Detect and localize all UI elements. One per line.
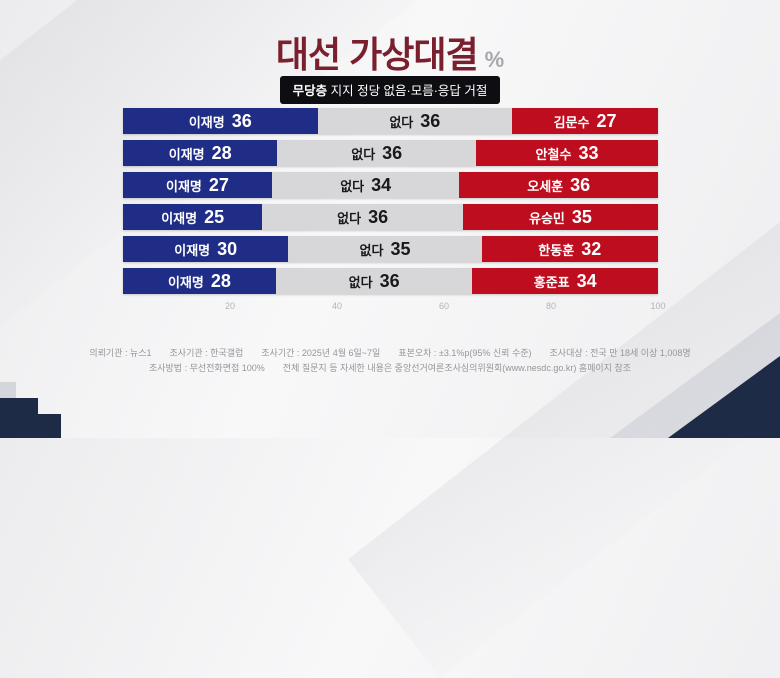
matchup-row-yoo-seung-min: 이재명 25 없다 36 유승민 35: [123, 204, 658, 230]
bar-segment-lee: 이재명 27: [123, 172, 272, 198]
bar-segment-lee: 이재명 25: [123, 204, 263, 230]
bar-segment-opponent: 오세훈 36: [459, 172, 659, 198]
candidate-name: 이재명: [174, 242, 211, 258]
matchup-chart: 이재명 36 없다 36 김문수 27 이재명 28 없다 36 안철수 33: [123, 108, 659, 300]
candidate-name: 김문수: [553, 114, 590, 130]
bar-segment-none: 없다 35: [288, 236, 482, 262]
none-label: 없다: [359, 242, 384, 258]
candidate-value: 27: [208, 174, 229, 195]
bar-segment-opponent: 유승민 35: [462, 204, 658, 230]
bar-segment-none: 없다 36: [275, 268, 473, 294]
candidate-name: 오세훈: [527, 178, 564, 194]
footer-item: 조사방법 : 무선전화면접 100%: [148, 363, 265, 373]
candidate-value: 28: [211, 142, 232, 163]
bar-segment-lee: 이재명 36: [123, 108, 318, 134]
matchup-row-han-dong-hoon: 이재명 30 없다 35 한동훈 32: [123, 236, 659, 262]
title-unit: %: [484, 47, 505, 72]
corner-block-large: [0, 398, 38, 438]
footer-item: 표본오차 : ±3.1%p(95% 신뢰 수준): [398, 348, 532, 358]
subtitle-bold: 무당층: [292, 84, 328, 98]
none-value: 35: [390, 238, 411, 259]
candidate-name: 이재명: [161, 210, 198, 226]
bar-segment-lee: 이재명 28: [123, 140, 278, 166]
x-tick: 80: [545, 301, 557, 311]
candidate-value: 32: [581, 238, 602, 259]
corner-block-accent: [0, 382, 16, 398]
footer-item: 조사기관 : 한국갤럽: [169, 348, 244, 358]
candidate-value: 30: [217, 238, 238, 259]
matchup-row-hong-joon-pyo: 이재명 28 없다 36 홍준표 34: [123, 268, 658, 294]
candidate-name: 유승민: [529, 210, 565, 226]
x-tick: 20: [224, 301, 236, 311]
x-tick: 40: [331, 301, 343, 311]
none-value: 36: [379, 270, 400, 291]
candidate-name: 한동훈: [538, 242, 575, 258]
bar-segment-opponent: 홍준표 34: [472, 268, 658, 294]
corner-block-small: [38, 414, 61, 438]
none-value: 36: [368, 206, 389, 227]
matchup-row-kim-moon-soo: 이재명 36 없다 36 김문수 27: [123, 108, 658, 134]
bar-segment-lee: 이재명 28: [123, 268, 276, 294]
none-value: 34: [371, 174, 392, 195]
candidate-value: 36: [231, 110, 252, 131]
candidate-value: 35: [571, 206, 592, 227]
subtitle-wrap: 무당층 지지 정당 없음·모름·응답 거절: [0, 76, 780, 104]
bar-segment-opponent: 안철수 33: [476, 140, 659, 166]
bar-segment-none: 없다 36: [317, 108, 513, 134]
bar-segment-none: 없다 36: [277, 140, 476, 166]
footer-item: 의뢰기관 : 뉴스1: [89, 348, 152, 358]
bar-segment-none: 없다 34: [271, 172, 460, 198]
candidate-name: 안철수: [535, 146, 572, 162]
candidate-name: 이재명: [188, 114, 225, 130]
candidate-name: 이재명: [166, 178, 202, 194]
footer-item: 조사대상 : 전국 만 18세 이상 1,008명: [549, 348, 691, 358]
page-title: 대선 가상대결: [275, 34, 479, 75]
candidate-value: 33: [578, 142, 599, 163]
header: 대선 가상대결%: [0, 26, 780, 78]
candidate-value: 34: [576, 270, 597, 291]
candidate-name: 이재명: [167, 274, 204, 290]
bar-segment-lee: 이재명 30: [123, 236, 289, 262]
footer-line-1: 의뢰기관 : 뉴스1 조사기관 : 한국갤럽 조사기간 : 2025년 4월 6일~…: [0, 346, 780, 361]
bar-segment-opponent: 한동훈 32: [481, 236, 659, 262]
candidate-name: 홍준표: [533, 274, 570, 290]
none-value: 36: [420, 110, 441, 131]
matchup-row-oh-se-hoon: 이재명 27 없다 34 오세훈 36: [123, 172, 659, 198]
bar-segment-opponent: 김문수 27: [512, 108, 658, 134]
candidate-value: 28: [210, 270, 231, 291]
candidate-value: 36: [570, 174, 591, 195]
subtitle-rest: 지지 정당 없음·모름·응답 거절: [327, 84, 488, 98]
none-value: 36: [382, 142, 403, 163]
matchup-row-ahn-cheol-soo: 이재명 28 없다 36 안철수 33: [123, 140, 659, 166]
none-label: 없다: [389, 114, 414, 130]
x-axis: 20 40 60 80 100: [123, 301, 666, 315]
none-label: 없다: [351, 146, 376, 162]
candidate-name: 이재명: [168, 146, 205, 162]
none-label: 없다: [340, 178, 365, 194]
none-label: 없다: [348, 274, 373, 290]
footer-item: 전체 질문지 등 자세한 내용은 중앙선거여론조사심의위원회(www.nesdc…: [282, 363, 632, 373]
none-label: 없다: [337, 210, 362, 226]
bar-segment-none: 없다 36: [262, 204, 463, 230]
subtitle-badge: 무당층 지지 정당 없음·모름·응답 거절: [279, 76, 501, 104]
candidate-value: 27: [596, 110, 617, 131]
x-tick: 100: [650, 301, 666, 311]
survey-methodology-footer: 의뢰기관 : 뉴스1 조사기관 : 한국갤럽 조사기간 : 2025년 4월 6일~…: [0, 346, 780, 376]
x-tick: 60: [438, 301, 450, 311]
footer-item: 조사기간 : 2025년 4월 6일~7일: [261, 348, 381, 358]
footer-line-2: 조사방법 : 무선전화면접 100% 전체 질문지 등 자세한 내용은 중앙선거여…: [0, 361, 780, 376]
candidate-value: 25: [204, 206, 225, 227]
